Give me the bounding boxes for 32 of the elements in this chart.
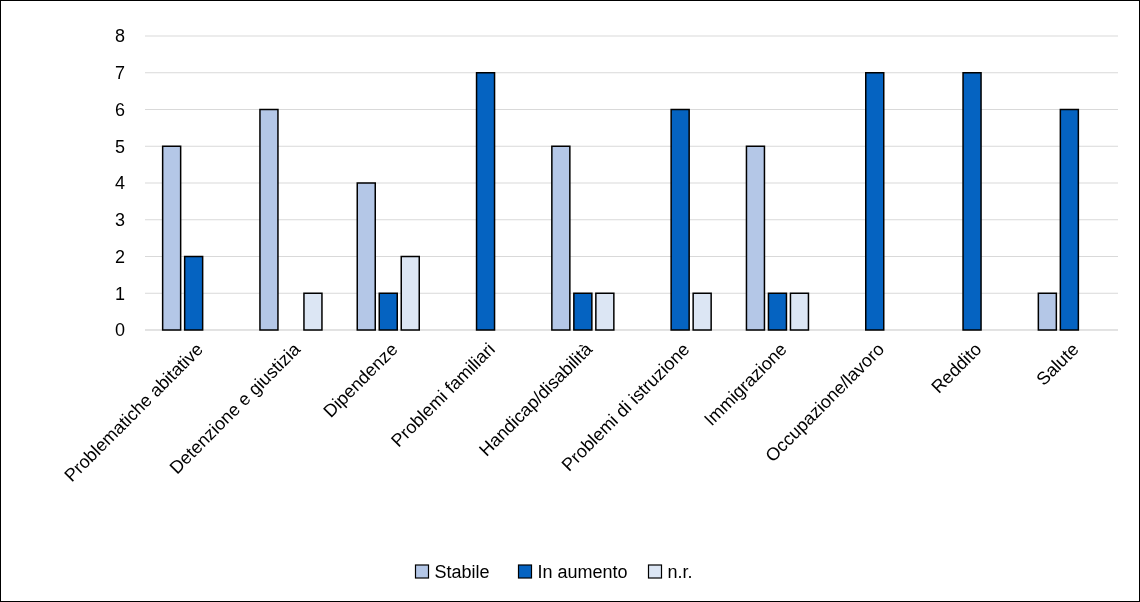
legend-label: n.r. — [667, 562, 693, 583]
bar — [789, 292, 810, 331]
bar — [400, 255, 420, 331]
bar — [475, 72, 496, 331]
bar — [303, 292, 323, 331]
bar — [161, 145, 182, 331]
bar — [865, 72, 885, 331]
bar — [595, 292, 615, 331]
bar — [745, 145, 766, 331]
y-tick-label: 7 — [114, 63, 125, 84]
y-tick-label: 0 — [114, 320, 125, 341]
y-tick-label: 4 — [114, 173, 125, 194]
bar — [259, 108, 279, 331]
y-tick-label: 3 — [114, 210, 125, 231]
y-tick-label: 1 — [114, 283, 125, 304]
y-tick-label: 2 — [114, 246, 125, 267]
bar — [767, 292, 788, 331]
bar — [692, 292, 712, 331]
y-tick-label: 5 — [114, 136, 125, 157]
bar — [378, 292, 398, 331]
legend-label: Stabile — [434, 562, 490, 583]
bar — [183, 255, 204, 331]
bar — [1059, 108, 1080, 331]
bar — [1037, 292, 1058, 331]
legend-label: In aumento — [537, 562, 628, 583]
y-tick-label: 6 — [114, 99, 125, 120]
bar — [573, 292, 593, 331]
bar — [356, 182, 376, 331]
bar — [962, 72, 982, 331]
y-tick-label: 8 — [114, 26, 125, 47]
bar — [551, 145, 571, 331]
bar — [670, 108, 690, 331]
